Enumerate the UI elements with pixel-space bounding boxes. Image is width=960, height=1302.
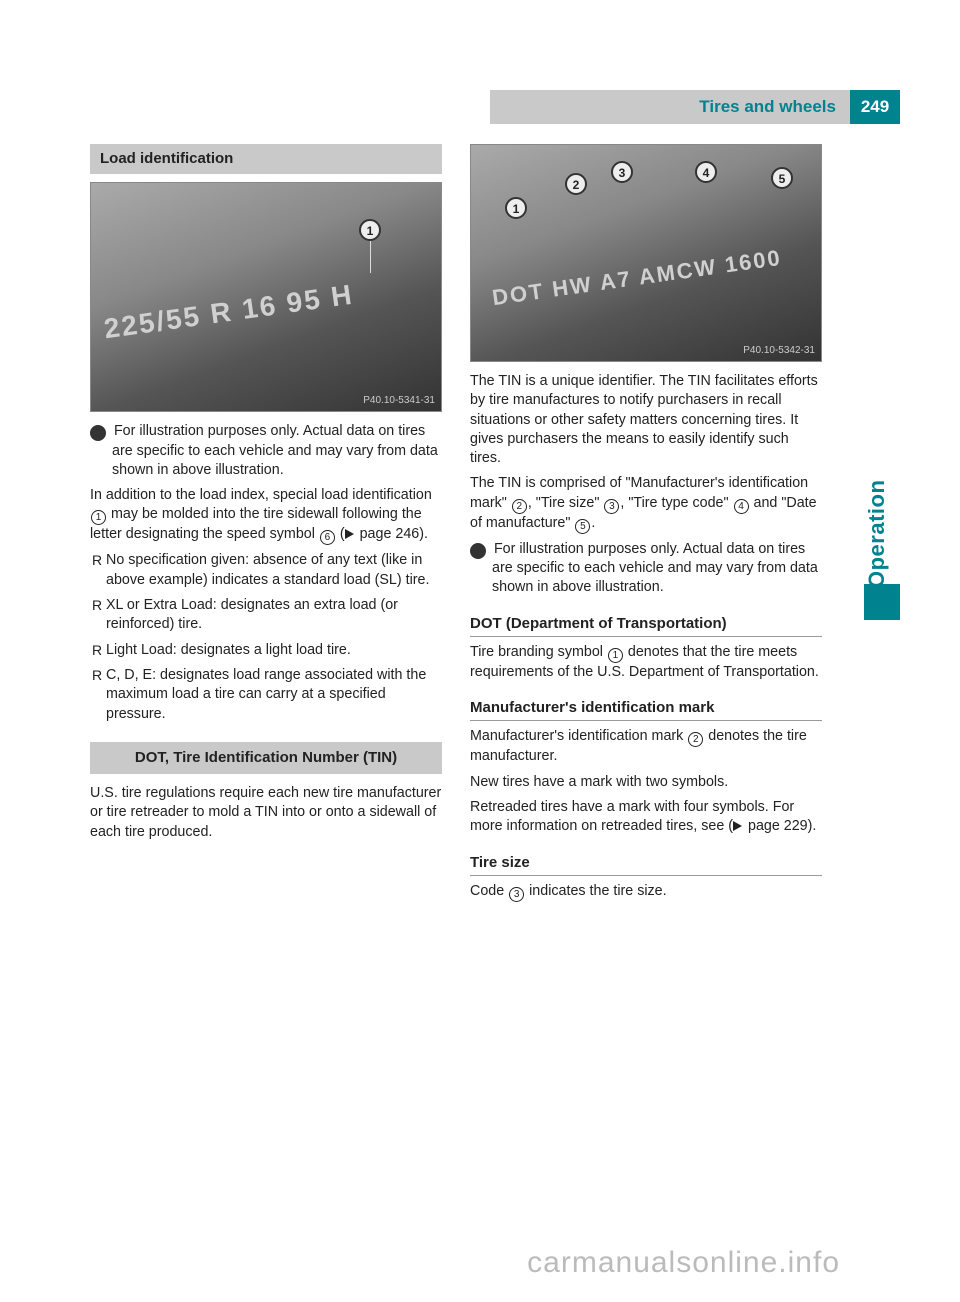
bullet-1: No specification given: absence of any t… <box>90 551 442 590</box>
side-tab: Operation <box>864 400 900 620</box>
t: In addition to the load index, special l… <box>90 487 432 503</box>
circ-2: 2 <box>512 499 527 514</box>
side-tab-block <box>864 584 900 620</box>
h-mfr: Manufacturer's identification mark <box>470 698 822 721</box>
callout-pin <box>370 241 371 273</box>
t: Code <box>470 883 508 899</box>
watermark: carmanualsonline.info <box>527 1246 840 1280</box>
para-tin-desc: The TIN is a unique identifier. The TIN … <box>470 372 822 468</box>
circ-3: 3 <box>509 887 524 902</box>
figure-caption: P40.10-5342-31 <box>743 344 815 358</box>
section-dot-tin: DOT, Tire Identification Number (TIN) <box>90 742 442 774</box>
h-size: Tire size <box>470 853 822 876</box>
tire-sidewall-text: 225/55 R 16 95 H <box>102 276 356 348</box>
callout-r4: 4 <box>695 161 717 183</box>
t: , "Tire type code" <box>620 495 732 511</box>
left-column: Load identification 225/55 R 16 95 H 1 P… <box>90 144 442 908</box>
t: page 229). <box>744 818 816 834</box>
t: Manufacturer's identification mark <box>470 728 687 744</box>
t: indicates the tire size. <box>525 883 666 899</box>
bullet-3: Light Load: designates a light load tire… <box>90 641 442 660</box>
callout-r5: 5 <box>771 167 793 189</box>
bullet-4: C, D, E: designates load range associate… <box>90 666 442 724</box>
info-note-1: i For illustration purposes only. Actual… <box>90 422 442 480</box>
figure-load-id: 225/55 R 16 95 H 1 P40.10-5341-31 <box>90 182 442 412</box>
info-icon: i <box>90 425 106 441</box>
info-icon: i <box>470 543 486 559</box>
header-section: Tires and wheels <box>490 90 850 124</box>
t: Tire branding symbol <box>470 644 607 660</box>
para-tin-compose: The TIN is comprised of "Manufacturer's … <box>470 474 822 533</box>
circ-4: 4 <box>734 499 749 514</box>
para-size: Code 3 indicates the tire size. <box>470 882 822 902</box>
circ-1: 1 <box>608 648 623 663</box>
h-dot: DOT (Department of Transportation) <box>470 614 822 637</box>
circ-6: 6 <box>320 530 335 545</box>
content-columns: Load identification 225/55 R 16 95 H 1 P… <box>90 144 840 908</box>
callout-r2: 2 <box>565 173 587 195</box>
info-text: For illustration purposes only. Actual d… <box>492 541 818 596</box>
circ-5: 5 <box>575 519 590 534</box>
callout-1: 1 <box>359 219 381 241</box>
para-dot: Tire branding symbol 1 denotes that the … <box>470 643 822 682</box>
circ-2: 2 <box>688 732 703 747</box>
side-tab-label: Operation <box>864 552 890 588</box>
header-page-number: 249 <box>850 90 900 124</box>
tire-tin-text: DOT HW A7 AMCW 1600 <box>490 243 783 313</box>
page-frame: Tires and wheels 249 Operation Load iden… <box>90 90 900 1202</box>
subhead-load-id: Load identification <box>90 144 442 174</box>
bullet-list: No specification given: absence of any t… <box>90 551 442 723</box>
figure-caption: P40.10-5341-31 <box>363 394 435 408</box>
t: page 246). <box>356 526 428 542</box>
header-bar: Tires and wheels 249 <box>490 90 900 124</box>
callout-r3: 3 <box>611 161 633 183</box>
bullet-2: XL or Extra Load: designates an extra lo… <box>90 596 442 635</box>
para-load-intro: In addition to the load index, special l… <box>90 486 442 545</box>
t: , "Tire size" <box>528 495 604 511</box>
callout-r1: 1 <box>505 197 527 219</box>
para-mfr-1: Manufacturer's identification mark 2 den… <box>470 727 822 766</box>
link-tri-icon <box>345 529 354 539</box>
right-column: DOT HW A7 AMCW 1600 1 2 3 4 5 P40.10-534… <box>470 144 822 908</box>
info-note-2: i For illustration purposes only. Actual… <box>470 540 822 598</box>
para-mfr-2: New tires have a mark with two symbols. <box>470 773 822 792</box>
para-tin-intro: U.S. tire regulations require each new t… <box>90 784 442 842</box>
para-mfr-3: Retreaded tires have a mark with four sy… <box>470 798 822 837</box>
t: ( <box>336 526 345 542</box>
t: . <box>591 515 595 531</box>
link-tri-icon <box>733 821 742 831</box>
circ-3: 3 <box>604 499 619 514</box>
circ-1: 1 <box>91 510 106 525</box>
info-text: For illustration purposes only. Actual d… <box>112 423 438 478</box>
figure-tin: DOT HW A7 AMCW 1600 1 2 3 4 5 P40.10-534… <box>470 144 822 362</box>
